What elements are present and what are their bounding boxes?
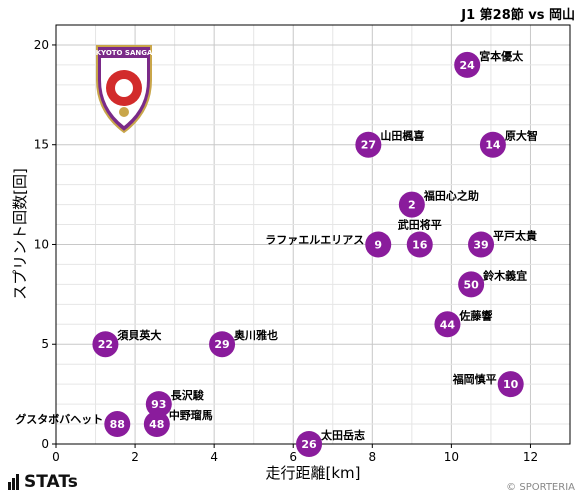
point-number: 16	[412, 238, 428, 251]
y-tick-label: 0	[41, 437, 49, 451]
data-point: 88 グスタボバヘット	[15, 411, 131, 438]
point-marker	[434, 311, 461, 338]
point-marker	[145, 391, 172, 418]
point-label: 奥川雅也	[233, 328, 278, 342]
point-marker	[479, 131, 506, 158]
copyright: © SPORTERIA	[506, 482, 575, 493]
point-label: ラファエルエリアス	[265, 233, 364, 246]
point-marker	[209, 331, 236, 358]
point-label: 長沢駿	[171, 388, 205, 402]
data-point: 39 平戸太貴	[468, 228, 537, 258]
y-tick-label: 10	[34, 237, 49, 251]
point-number: 14	[485, 139, 501, 152]
point-label: 福岡慎平	[452, 372, 497, 386]
point-marker	[468, 231, 495, 258]
point-number: 88	[110, 418, 125, 431]
point-number: 2	[408, 199, 416, 212]
data-point: 29 奥川雅也	[209, 328, 278, 358]
club-logo: KYOTO SANGA	[96, 45, 153, 134]
point-label: 原大智	[505, 129, 538, 143]
x-tick-label: 10	[444, 450, 459, 464]
point-number: 44	[440, 318, 456, 331]
point-marker	[497, 371, 524, 398]
point-number: 27	[361, 139, 376, 152]
point-label: 宮本優太	[479, 49, 524, 63]
x-axis-label: 走行距離[km]	[265, 464, 360, 482]
point-label: 鈴木義宜	[483, 268, 527, 282]
point-marker	[458, 271, 485, 298]
point-number: 10	[503, 378, 519, 391]
point-marker	[365, 231, 392, 258]
point-label: 平戸太貴	[493, 228, 537, 242]
point-marker	[398, 191, 425, 218]
point-marker	[104, 411, 131, 438]
y-tick-label: 5	[41, 337, 49, 351]
point-marker	[406, 231, 433, 258]
stats-bars-icon	[8, 474, 20, 490]
point-label: 佐藤響	[458, 308, 492, 322]
chart-title: J1 第28節 vs 岡山	[460, 7, 575, 23]
point-label: 太田岳志	[320, 428, 365, 442]
point-number: 22	[98, 338, 113, 351]
point-marker	[296, 431, 323, 457]
data-point: 27 山田楓喜	[355, 129, 424, 158]
point-number: 9	[374, 238, 382, 251]
point-label: 須貝英大	[116, 328, 161, 342]
data-point: 48 中野瑠馬	[143, 408, 213, 438]
point-marker	[143, 411, 170, 438]
point-label: 山田楓喜	[380, 129, 424, 143]
point-label: グスタボバヘット	[15, 412, 103, 426]
point-number: 39	[473, 238, 488, 251]
data-point: 9 ラファエルエリアス	[265, 231, 392, 258]
y-tick-label: 20	[34, 38, 49, 52]
data-point: 14 原大智	[479, 129, 538, 158]
stats-brand-text: STATs	[24, 472, 78, 492]
x-tick-label: 12	[523, 450, 538, 464]
point-number: 24	[460, 59, 476, 72]
point-number: 26	[301, 438, 317, 451]
x-tick-label: 0	[52, 450, 60, 464]
x-tick-label: 4	[210, 450, 218, 464]
point-label: 中野瑠馬	[169, 408, 213, 422]
point-marker	[355, 131, 382, 158]
point-label: 武田将平	[398, 217, 442, 231]
y-tick-label: 15	[34, 138, 49, 152]
stats-brand: STATs	[8, 472, 78, 492]
x-tick-label: 8	[368, 450, 376, 464]
point-number: 93	[151, 398, 166, 411]
x-tick-label: 6	[289, 450, 297, 464]
y-axis-label: スプリント回数[回]	[11, 168, 29, 300]
point-marker	[454, 51, 481, 78]
logo-text: KYOTO SANGA	[96, 49, 153, 57]
data-point: 2 福田心之助	[398, 189, 479, 218]
point-number: 29	[214, 338, 229, 351]
point-label: 福田心之助	[423, 189, 479, 203]
point-marker	[92, 331, 119, 358]
data-point: 16 武田将平	[398, 217, 442, 258]
data-point: 93 長沢駿	[145, 388, 205, 418]
point-number: 50	[463, 278, 479, 291]
x-tick-label: 2	[131, 450, 139, 464]
data-point: 10 福岡慎平	[452, 371, 524, 398]
data-point: 50 鈴木義宜	[458, 268, 527, 298]
point-number: 48	[149, 418, 164, 431]
